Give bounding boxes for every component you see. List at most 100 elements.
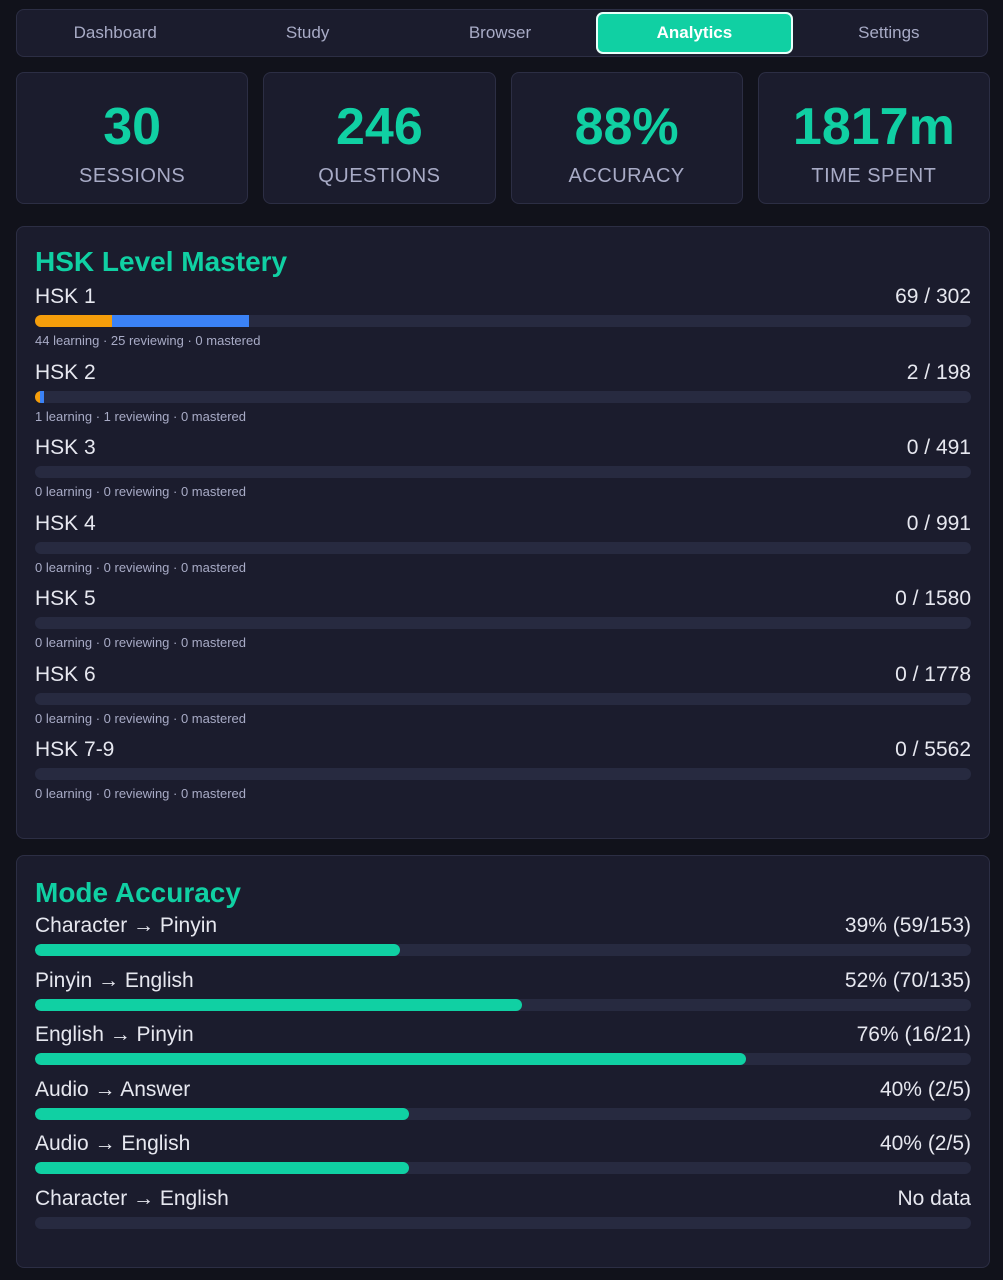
hsk-row: HSK 2 2 / 198 1 learning · 1 reviewing · 0…	[35, 360, 971, 436]
nav-tab[interactable]: Dashboard	[73, 23, 157, 42]
hsk-row: HSK 7-9 0 / 5562 0 learning · 0 reviewing …	[35, 737, 971, 813]
stat-label: TIME SPENT	[811, 165, 937, 187]
progress-track	[35, 1162, 971, 1174]
mode-value: 40% (2/5)	[879, 1132, 971, 1155]
level-count: 0 / 5562	[895, 738, 971, 761]
hsk-row: HSK 6 0 / 1778 0 learning · 0 reviewing · …	[35, 662, 971, 738]
accuracy-bar	[35, 1053, 747, 1065]
level-detail: 0 learning · 0 reviewing · 0 mastered	[35, 786, 246, 801]
mode-name: Pinyin → English	[35, 968, 194, 992]
stat-card: 88% ACCURACY	[510, 72, 743, 204]
hsk-list: HSK 1 69 / 302 44 learning · 25 reviewing …	[35, 284, 971, 813]
row-header: HSK 2 2 / 198	[35, 360, 971, 386]
stat-card: 1817m TIME SPENT	[757, 72, 990, 204]
mode-list: Character → Pinyin 39% (59/153) Pinyin → E…	[35, 913, 971, 1240]
stat-value: 246	[335, 98, 423, 156]
stat-card: 30 SESSIONS	[16, 72, 249, 204]
level-detail: 0 learning · 0 reviewing · 0 mastered	[35, 484, 246, 499]
mode-value: 76% (16/21)	[856, 1023, 971, 1046]
row-header: HSK 7-9 0 / 5562	[35, 737, 971, 763]
stat-label: SESSIONS	[78, 165, 186, 187]
level-detail: 1 learning · 1 reviewing · 0 mastered	[35, 408, 246, 424]
progress-track	[35, 768, 971, 780]
stat-label: ACCURACY	[568, 165, 685, 187]
progress-track	[35, 541, 971, 554]
level-count: 0 / 491	[906, 436, 971, 459]
card-title: HSK Level Mastery	[35, 246, 288, 277]
level-detail: 0 learning · 0 reviewing · 0 mastered	[35, 635, 246, 650]
row-header: Character → English No data	[35, 1186, 971, 1212]
mode-row: Audio → Answer 40% (2/5)	[35, 1077, 971, 1132]
stats-row: 30 SESSIONS 246 QUESTIONS 88% ACCURACY 1817m TI…	[16, 72, 990, 204]
stat-label: QUESTIONS	[318, 165, 441, 187]
stat-value: 88%	[574, 98, 679, 156]
stat-card: 246 QUESTIONS	[263, 72, 496, 204]
progress-reviewing	[35, 315, 113, 327]
accuracy-bar	[35, 1107, 410, 1120]
mode-row: Character → Pinyin 39% (59/153)	[35, 913, 971, 968]
level-count: 0 / 1778	[895, 662, 971, 686]
progress-track	[35, 944, 971, 956]
mode-name: English → Pinyin	[35, 1023, 194, 1046]
mode-name: Character → Pinyin	[35, 914, 218, 937]
nav-tab[interactable]: Settings	[858, 23, 920, 42]
row-header: English → Pinyin 76% (16/21)	[35, 1022, 971, 1048]
mode-name: Audio → Answer	[35, 1077, 191, 1101]
level-detail: 44 learning · 25 reviewing · 0 mastered	[35, 333, 261, 348]
stat-value: 1817m	[792, 98, 955, 156]
nav-tab[interactable]: Browser	[468, 23, 532, 42]
progress-track	[35, 315, 971, 327]
mode-row: Pinyin → English 52% (70/135)	[35, 968, 971, 1023]
stat-value: 30	[103, 98, 162, 156]
accuracy-bar	[35, 1162, 410, 1174]
level-name: HSK 4	[35, 511, 96, 535]
row-header: HSK 1 69 / 302	[35, 284, 971, 310]
level-name: HSK 3	[35, 436, 96, 459]
level-count: 0 / 1580	[895, 587, 971, 610]
level-count: 69 / 302	[895, 285, 971, 308]
level-count: 2 / 198	[906, 360, 971, 384]
nav-tab[interactable]: Analytics	[596, 12, 793, 54]
row-header: Audio → English 40% (2/5)	[35, 1131, 971, 1157]
nav-tab[interactable]: Study	[285, 23, 330, 42]
progress-track	[35, 692, 971, 705]
level-name: HSK 5	[35, 587, 96, 610]
progress-track	[35, 998, 971, 1011]
level-count: 0 / 991	[906, 511, 971, 535]
mode-name: Audio → English	[35, 1132, 191, 1155]
row-header: Pinyin → English 52% (70/135)	[35, 968, 971, 994]
mode-card: Mode Accuracy Character → Pinyin 39% (59/…	[16, 855, 990, 1268]
level-detail: 0 learning · 0 reviewing · 0 mastered	[35, 710, 246, 726]
progress-track	[35, 1107, 971, 1120]
hsk-row: HSK 1 69 / 302 44 learning · 25 reviewing …	[35, 284, 971, 360]
hsk-row: HSK 3 0 / 491 0 learning · 0 reviewing · 0…	[35, 435, 971, 511]
row-header: HSK 4 0 / 991	[35, 511, 971, 537]
hsk-row: HSK 5 0 / 1580 0 learning · 0 reviewing · …	[35, 586, 971, 662]
progress-track	[35, 466, 971, 478]
progress-learning	[112, 315, 249, 327]
nav-bar: Dashboard Study Browser Analytics Settings	[16, 9, 988, 57]
mode-row: Audio → English 40% (2/5)	[35, 1131, 971, 1186]
progress-track	[35, 1216, 971, 1229]
mode-value: 52% (70/135)	[844, 968, 971, 992]
level-name: HSK 1	[35, 285, 96, 308]
hsk-row: HSK 4 0 / 991 0 learning · 0 reviewing · 0…	[35, 511, 971, 587]
mode-value: 39% (59/153)	[844, 914, 971, 937]
level-detail: 0 learning · 0 reviewing · 0 mastered	[35, 559, 246, 575]
mode-value: No data	[897, 1186, 971, 1210]
accuracy-bar	[35, 944, 401, 956]
level-name: HSK 2	[35, 360, 96, 384]
progress-track	[35, 617, 971, 629]
level-name: HSK 7-9	[35, 738, 115, 761]
card-title: Mode Accuracy	[35, 877, 241, 908]
progress-learning	[39, 390, 45, 403]
mode-name: Character → English	[35, 1186, 229, 1210]
row-header: HSK 3 0 / 491	[35, 435, 971, 461]
mode-row: Character → English No data	[35, 1186, 971, 1241]
accuracy-bar	[35, 998, 522, 1011]
mode-value: 40% (2/5)	[879, 1077, 971, 1101]
level-name: HSK 6	[35, 662, 96, 686]
hsk-card: HSK Level Mastery HSK 1 69 / 302 44 learni…	[16, 226, 990, 839]
row-header: HSK 6 0 / 1778	[35, 662, 971, 688]
